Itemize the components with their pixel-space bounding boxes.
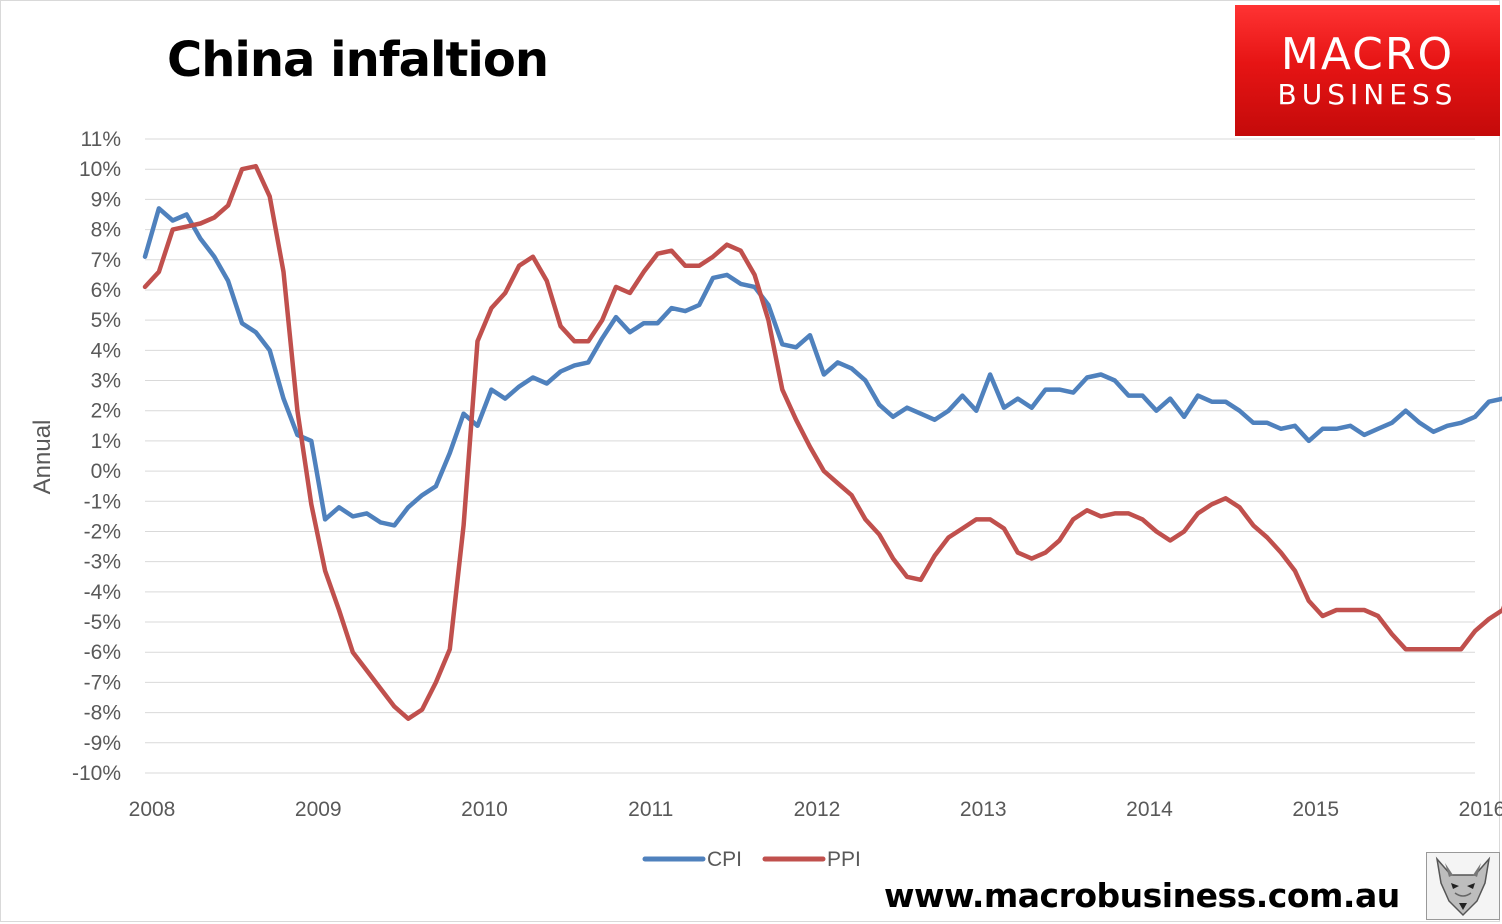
- y-tick-label: -2%: [84, 520, 121, 543]
- y-tick-label: 9%: [91, 188, 121, 211]
- fox-icon: [1426, 852, 1500, 920]
- x-tick-label: 2014: [1126, 798, 1173, 821]
- y-tick-label: 2%: [91, 400, 121, 423]
- y-tick-label: 11%: [81, 128, 121, 151]
- series-group: [142, 163, 1502, 721]
- x-tick-label: 2010: [461, 798, 508, 821]
- y-tick-label: -3%: [84, 551, 121, 574]
- legend-label-cpi: CPI: [707, 848, 742, 871]
- x-tick-label: 2013: [960, 798, 1007, 821]
- y-axis: 11% 10% 9% 8% 7% 6% 5% 4% 3% 2% 1% 0% -1% -2% -3% -4% -5…: [72, 128, 121, 785]
- logo-line-business: BUSINESS: [1277, 78, 1458, 111]
- y-tick-label: 10%: [79, 158, 121, 181]
- y-tick-label: -8%: [84, 702, 121, 725]
- y-tick-label: 0%: [91, 460, 121, 483]
- y-tick-label: 8%: [91, 219, 121, 242]
- y-tick-label: -6%: [84, 641, 121, 664]
- y-tick-label: 1%: [91, 430, 121, 453]
- logo-line-macro: MACRO: [1280, 29, 1455, 80]
- series-line-cpi: [142, 206, 1502, 528]
- series-line-ppi: [142, 163, 1502, 721]
- legend-label-ppi: PPI: [827, 848, 861, 871]
- website-url: www.macrobusiness.com.au: [884, 876, 1400, 915]
- y-tick-label: 4%: [91, 339, 121, 362]
- x-tick-label: 2011: [628, 798, 673, 821]
- gridlines: [145, 138, 1475, 774]
- y-tick-label: 6%: [91, 279, 121, 302]
- x-tick-label: 2012: [794, 798, 841, 821]
- y-tick-label: -5%: [84, 611, 121, 634]
- y-axis-title: Annual: [29, 420, 56, 495]
- y-tick-label: -1%: [84, 490, 121, 513]
- x-tick-label: 2009: [295, 798, 342, 821]
- x-axis: 2008 2009 2010 2011 2012 2013 2014 2015 2016: [129, 798, 1502, 821]
- y-tick-label: -4%: [84, 581, 121, 604]
- chart-title: China infaltion: [167, 32, 549, 88]
- macrobusiness-logo: MACRO BUSINESS: [1235, 5, 1500, 136]
- y-tick-label: 3%: [91, 370, 121, 393]
- y-tick-label: -7%: [84, 671, 121, 694]
- y-tick-label: -9%: [84, 732, 121, 755]
- legend: CPI PPI: [642, 848, 861, 871]
- y-tick-label: -10%: [72, 762, 121, 785]
- x-tick-label: 2016: [1459, 798, 1502, 821]
- x-tick-label: 2015: [1292, 798, 1339, 821]
- x-tick-label: 2008: [129, 798, 176, 821]
- y-tick-label: 7%: [91, 249, 121, 272]
- y-tick-label: 5%: [91, 309, 121, 332]
